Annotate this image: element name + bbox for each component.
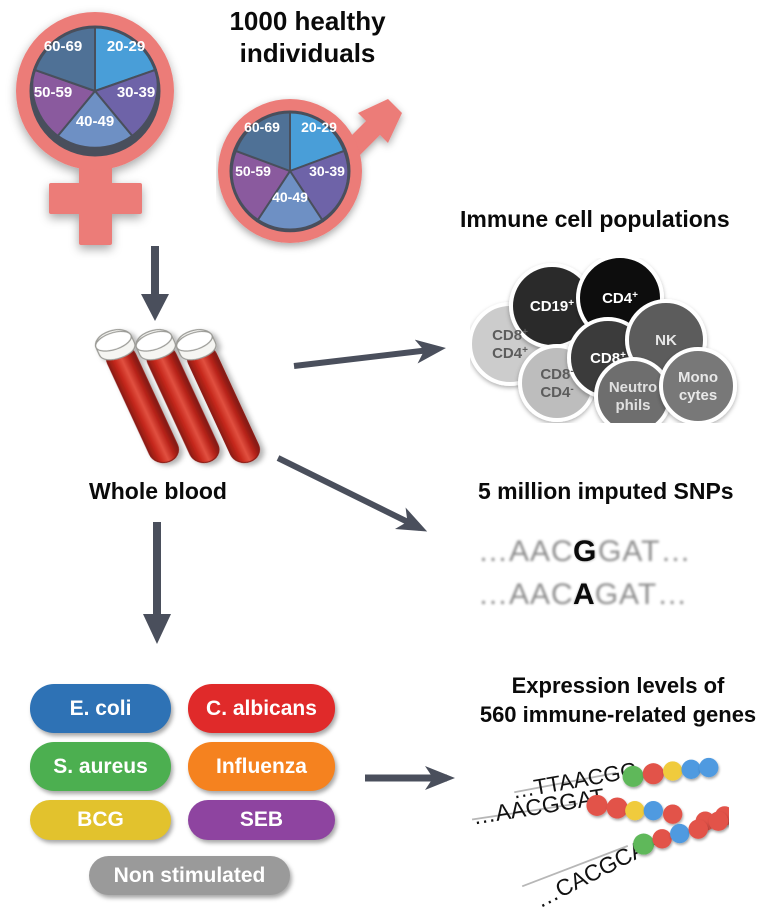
svg-text:CD4-: CD4- (540, 384, 573, 402)
svg-text:30-39: 30-39 (309, 163, 345, 179)
svg-text:phils: phils (615, 397, 650, 414)
svg-text:CD8-: CD8- (540, 366, 573, 384)
svg-text:CD19+: CD19+ (530, 298, 574, 316)
svg-text:cytes: cytes (679, 387, 717, 404)
svg-text:Neutro: Neutro (609, 379, 657, 396)
svg-text:60-69: 60-69 (244, 119, 280, 135)
svg-text:20-29: 20-29 (301, 119, 337, 135)
svg-text:50-59: 50-59 (235, 163, 271, 179)
svg-text:40-49: 40-49 (272, 189, 308, 205)
svg-text:Mono: Mono (678, 369, 718, 386)
svg-text:NK: NK (655, 332, 677, 349)
